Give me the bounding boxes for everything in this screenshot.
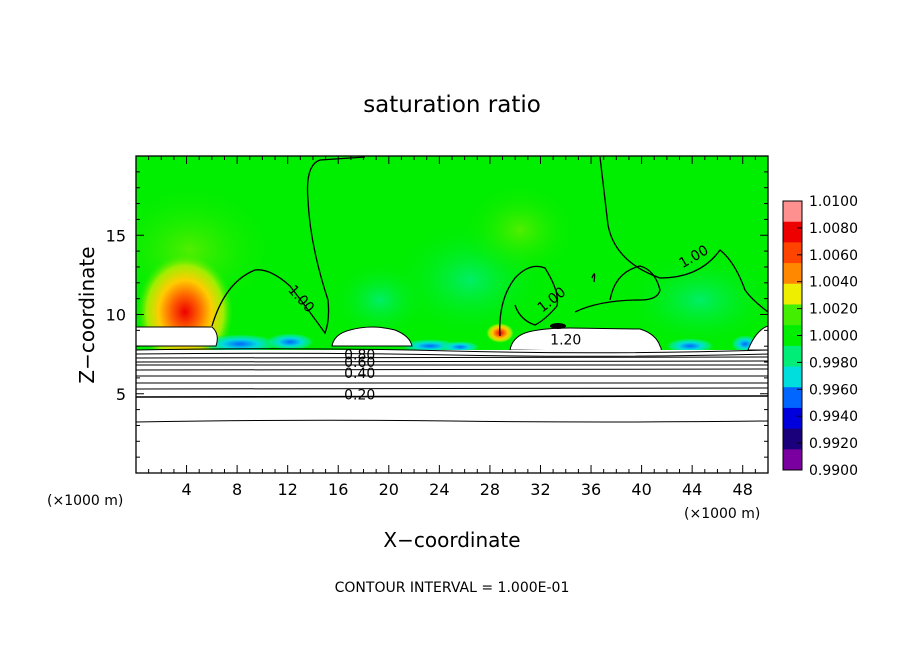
chart-title: saturation ratio — [363, 92, 541, 118]
contour-label: 0.80 — [344, 348, 375, 364]
colorbar-swatch — [783, 263, 802, 285]
colorbar: 1.0100 1.0080 1.0060 1.0040 1.0020 1.0000 0.99… — [782, 194, 858, 479]
x-tick-label: 28 — [480, 480, 500, 499]
x-unit-left: (×1000 m) — [47, 493, 123, 509]
y-tick-label: 10 — [106, 306, 126, 325]
cloud-region — [136, 326, 218, 347]
x-tick-label: 12 — [278, 480, 298, 499]
colorbar-swatch — [783, 304, 802, 326]
stratified-contours — [136, 348, 768, 423]
colorbar-swatch — [783, 428, 802, 450]
contour-1.00 — [211, 156, 768, 337]
colorbar-label: 1.0100 — [809, 194, 858, 210]
y-tick-label: 15 — [106, 226, 126, 245]
colorbar-label: 0.9960 — [809, 382, 858, 398]
axis-ticks — [136, 156, 768, 473]
contour-label: 0.40 — [344, 366, 375, 382]
colorbar-swatch — [783, 387, 802, 409]
x-tick-label: 4 — [181, 480, 191, 499]
colorbar-label: 0.9940 — [809, 409, 858, 425]
field-shade — [330, 260, 430, 340]
field-shade — [620, 250, 768, 350]
colorbar-swatch — [783, 242, 802, 264]
colorbar-swatch — [783, 221, 802, 243]
colorbar-label: 1.0000 — [809, 329, 858, 345]
colorbar-swatch — [783, 366, 802, 388]
field-minimum — [265, 333, 315, 351]
cloud-region — [509, 327, 662, 353]
contour-label: 1.20 — [550, 333, 581, 349]
x-tick-label: 48 — [733, 480, 753, 499]
x-tick-label: 24 — [429, 480, 449, 499]
x-tick-label: 20 — [379, 480, 399, 499]
colorbar-label: 0.9980 — [809, 355, 858, 371]
plot-area — [136, 156, 768, 473]
contour-label: 0.60 — [344, 355, 375, 371]
colorbar-label: 0.9900 — [809, 463, 858, 479]
colorbar-label: 0.9920 — [809, 436, 858, 452]
x-tick-label: 32 — [530, 480, 550, 499]
contour-interval-note: CONTOUR INTERVAL = 1.000E-01 — [335, 580, 570, 596]
x-tick-label: 8 — [232, 480, 242, 499]
contour-label: 0.20 — [344, 387, 375, 403]
cloud-core — [550, 323, 566, 329]
colorbar-swatch — [783, 201, 802, 223]
colorbar-label: 1.0020 — [809, 302, 858, 318]
x-unit-right: (×1000 m) — [684, 506, 760, 522]
colorbar-swatch — [783, 283, 802, 305]
field-shade — [460, 180, 580, 280]
x-axis-label: X−coordinate — [383, 528, 520, 552]
y-axis-label: Z−coordinate — [75, 246, 99, 383]
y-tick-label: 5 — [116, 385, 126, 404]
x-tick-label: 44 — [682, 480, 702, 499]
colorbar-label: 1.0080 — [809, 221, 858, 237]
colorbar-swatch — [783, 407, 802, 430]
x-tick-label: 36 — [581, 480, 601, 499]
colorbar-swatch — [783, 325, 802, 347]
x-tick-label: 40 — [631, 480, 651, 499]
colorbar-swatch — [783, 345, 802, 368]
colorbar-label: 1.0060 — [809, 248, 858, 264]
cloud-region — [331, 326, 413, 347]
colorbar-swatch — [783, 449, 802, 471]
x-tick-label: 16 — [328, 480, 348, 499]
cloud-region — [747, 325, 768, 351]
lower-layer — [136, 350, 768, 473]
colorbar-label: 1.0040 — [809, 275, 858, 291]
